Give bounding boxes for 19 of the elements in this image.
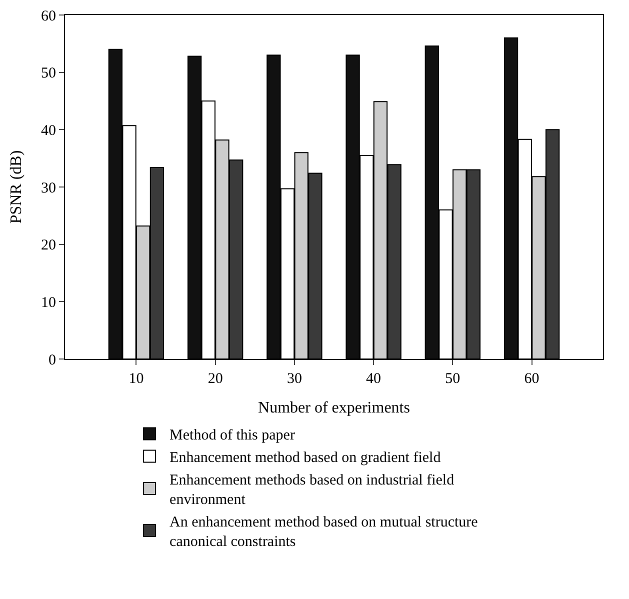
x-tick-label: 20 (208, 371, 223, 387)
y-tick-label: 0 (48, 352, 56, 368)
x-tick-label: 10 (128, 371, 144, 387)
y-tick-label: 50 (41, 66, 56, 82)
x-tick-label: 40 (366, 371, 382, 387)
x-tick-label: 50 (445, 371, 460, 387)
y-tick-label: 20 (41, 238, 56, 254)
y-axis-title: PSNR (dB) (8, 150, 25, 224)
legend-label: An enhancement method based on mutual structure canonical constraints (170, 514, 478, 550)
legend-label: Enhancement methods based on industrial field environment (170, 472, 455, 508)
y-tick-label: 30 (41, 180, 56, 196)
y-tick-label: 40 (41, 122, 56, 139)
legend-label: Method of this paper (170, 428, 295, 444)
x-tick-label: 60 (524, 371, 540, 387)
y-tick-label: 60 (41, 8, 56, 24)
legend-label: Enhancement method based on gradient field (170, 450, 442, 466)
x-axis-title: Number of experiments (258, 400, 410, 417)
y-tick-label: 10 (41, 294, 56, 311)
x-tick-label: 30 (286, 371, 302, 387)
